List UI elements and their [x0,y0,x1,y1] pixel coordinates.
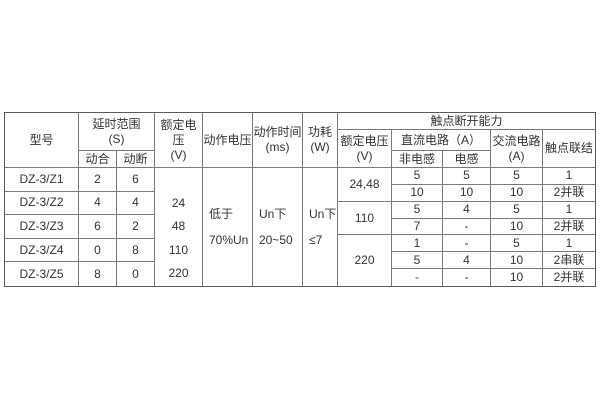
header-operate-voltage: 动作电压 [203,113,253,168]
capacity-value-cell: 7 [392,218,443,236]
model-cell: DZ-3/Z3 [5,215,79,239]
delay-open-cell: 4 [117,191,155,216]
header-power: 功耗 (W) [303,113,338,168]
operate-time-value: Un下 20~50 [259,206,293,247]
contact-capacity-section: 触点断开能力 额定电压 (V) 直流电路（A） 非电感 电感 交流电路 (A) … [338,113,595,286]
header-delay-open: 动断 [117,151,155,168]
operate-voltage-value-cell: 低于 70%Un [203,168,253,286]
delay-close-cell: 6 [79,215,117,239]
capacity-value-cell: 4 [443,201,491,219]
capacity-value-cell: 5 [491,168,543,185]
operate-time-value-cell: Un下 20~50 [253,168,303,286]
header-delay-range: 延时范围 (S) [79,113,155,151]
relay-spec-table: 型号 延时范围 (S) 动合 动断 额定电压 (V) 动作电压 动作时间 (ms… [4,112,596,287]
capacity-value-cell: 5 [392,201,443,219]
rated-voltage-values: 24 48 110 220 [168,195,189,281]
model-cell: DZ-3/Z2 [5,191,79,216]
power-value-cell: Un下 ≤7 [303,168,338,286]
connection-value-cell: 1 [543,168,595,185]
delay-close-cell: 2 [79,168,117,192]
connection-value-cell: 2并联 [543,185,595,202]
capacity-value-cell: 5 [443,168,491,185]
header-ac-circuit: 交流电路 (A) [491,130,543,168]
delay-open-cell: 2 [117,215,155,239]
rated-voltage-values-cell: 24 48 110 220 [155,168,203,286]
header-non-inductive: 非电感 [392,151,443,168]
capacity-value-cell: 10 [392,184,443,202]
connection-value-cell: 2并联 [553,269,585,284]
capacity-value-cell: 10 [491,184,543,202]
delay-open-cell: 6 [117,168,155,192]
capacity-value-cell: 1 [392,235,443,253]
capacity-value-cell: 5 [491,235,543,253]
voltage-group-cell: 220 [338,235,392,286]
delay-close-cell: 8 [79,262,117,286]
header-operate-time: 动作时间 (ms) [253,113,303,168]
header-capacity-voltage: 额定电压 (V) [338,130,392,168]
capacity-value-cell: 10 [491,218,543,236]
connection-value-cell: 2并联 [543,219,595,236]
voltage-group-cell: 110 [338,201,392,236]
header-inductive: 电感 [443,151,491,168]
header-model: 型号 [5,113,79,168]
header-dc-circuit: 直流电路（A） [392,130,491,151]
capacity-value-cell: 5 [392,252,443,270]
header-contact-connection: 触点联结 [543,130,595,168]
capacity-value-cell: 4 [443,252,491,270]
model-cell: DZ-3/Z4 [5,238,79,263]
voltage-group-cell: 24,48 [338,168,392,202]
header-rated-voltage: 额定电压 (V) [155,113,203,168]
capacity-value-cell: - [392,269,443,286]
capacity-value-cell: - [443,235,491,253]
connection-value-cell: 2串联 [543,252,595,270]
model-cell: DZ-3/Z5 [5,262,79,286]
capacity-value-cell: 10 [491,269,543,286]
capacity-value-cell: 10 [491,252,543,270]
contact-capacity-title: 触点断开能力 [338,113,595,130]
connection-value-cell: 1 [543,235,595,253]
header-delay-close: 动合 [79,151,117,168]
model-cell: DZ-3/Z1 [5,168,79,192]
delay-open-cell: 0 [117,262,155,286]
delay-open-cell: 8 [117,238,155,263]
power-value: Un下 ≤7 [309,206,337,247]
delay-close-cell: 4 [79,191,117,216]
connection-value-cell: 1 [543,202,595,219]
capacity-value-cell: - [443,269,491,286]
delay-close-cell: 0 [79,238,117,263]
operate-voltage-value: 低于 70%Un [209,206,249,247]
capacity-value-cell: 5 [392,168,443,185]
general-spec-section: 型号 延时范围 (S) 动合 动断 额定电压 (V) 动作电压 动作时间 (ms… [5,113,338,286]
capacity-value-cell: - [443,218,491,236]
capacity-value-cell: 5 [491,201,543,219]
capacity-value-cell: 10 [443,184,491,202]
